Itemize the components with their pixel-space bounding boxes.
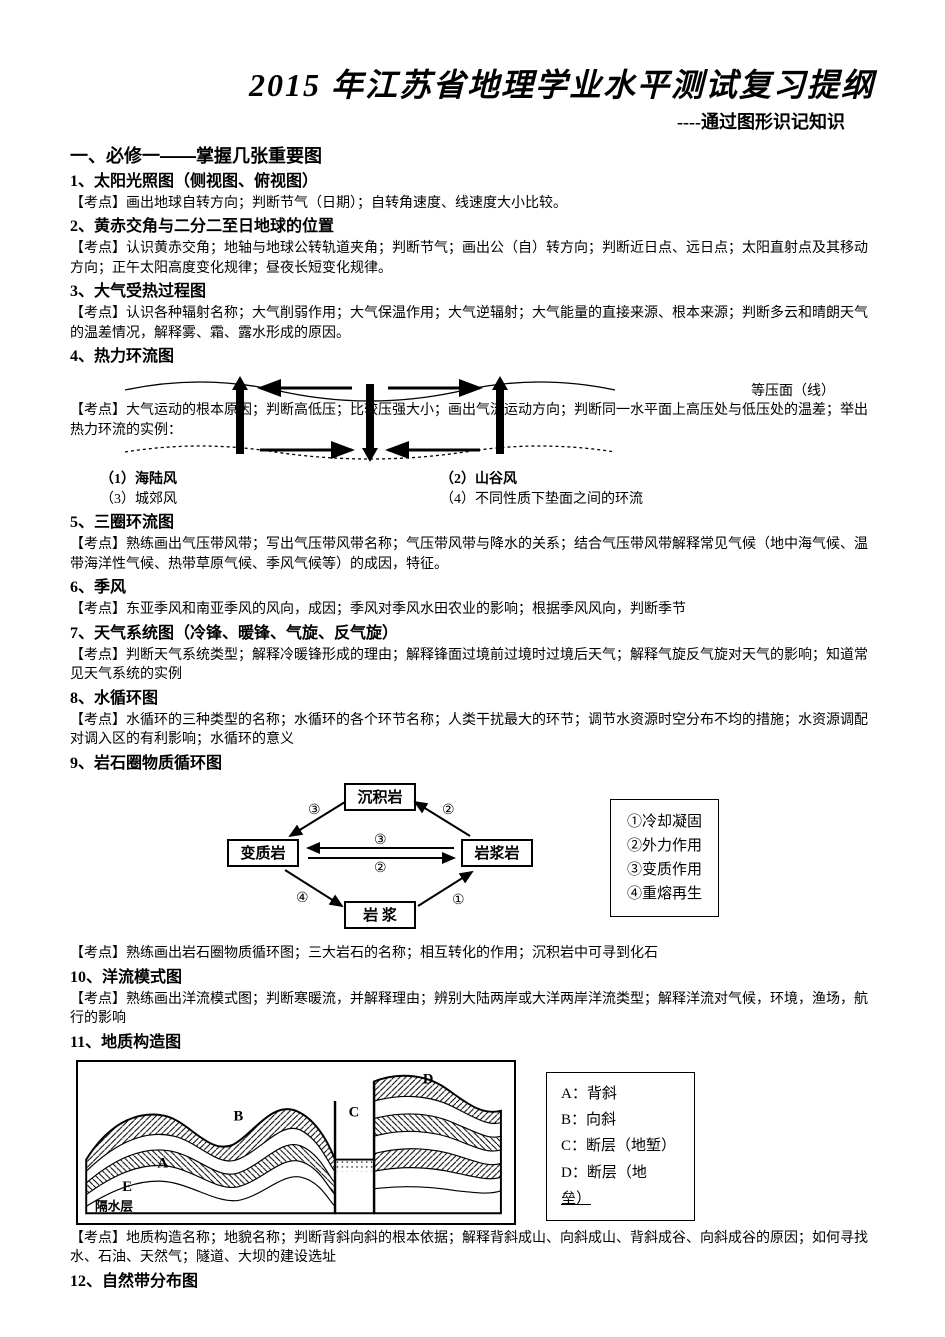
item-6-kaodian: 【考点】东亚季风和南亚季风的风向，成因；季风对季风水田农业的影响；根据季风风向，… bbox=[70, 600, 875, 620]
svg-text:岩 浆: 岩 浆 bbox=[362, 906, 398, 924]
item-8-heading: 8、水循环图 bbox=[70, 689, 875, 710]
legend-3: ③变质作用 bbox=[627, 858, 702, 882]
section-heading: 一、必修一——掌握几张重要图 bbox=[70, 142, 875, 168]
thermal-circulation-diagram: 等压面（线） 【考点】大气运动的根本原因；判断高低压；比较压强大小；画出气流运动… bbox=[70, 372, 875, 468]
svg-text:B: B bbox=[234, 1108, 244, 1124]
rock-cycle-diagram: 沉积岩 变质岩 岩浆岩 岩 浆 ③ ② ④ ① ③ ② ①冷却凝固 ②外力作用 … bbox=[70, 778, 875, 938]
geo-legend-a: A：背斜 bbox=[561, 1081, 676, 1107]
item-9-heading: 9、岩石圈物质循环图 bbox=[70, 754, 875, 775]
legend-4: ④重熔再生 bbox=[627, 882, 702, 906]
legend-2: ②外力作用 bbox=[627, 834, 702, 858]
svg-text:D: D bbox=[423, 1071, 434, 1087]
item-1-heading: 1、太阳光照图（侧视图、俯视图） bbox=[70, 172, 875, 193]
geo-legend-d1: D：断层（地 bbox=[561, 1160, 676, 1186]
svg-text:E: E bbox=[122, 1179, 132, 1195]
svg-text:隔水层: 隔水层 bbox=[95, 1198, 133, 1213]
geo-legend-d2: 垒） bbox=[561, 1186, 676, 1212]
item-2-heading: 2、黄赤交角与二分二至日地球的位置 bbox=[70, 217, 875, 238]
item-2-kaodian: 【考点】认识黄赤交角；地轴与地球公转轨道夹角；判断节气；画出公（自）转方向；判断… bbox=[70, 239, 875, 278]
item-6-heading: 6、季风 bbox=[70, 578, 875, 599]
legend-1: ①冷却凝固 bbox=[627, 810, 702, 834]
page-subtitle: ----通过图形识记知识 bbox=[70, 108, 875, 134]
item-12-heading: 12、自然带分布图 bbox=[70, 1272, 875, 1293]
item-11-kaodian: 【考点】地质构造名称；地貌名称；判断背斜向斜的根本依据；解释背斜成山、向斜成山、… bbox=[70, 1229, 875, 1268]
geo-legend-c: C：断层（地堑） bbox=[561, 1133, 676, 1159]
item-3-heading: 3、大气受热过程图 bbox=[70, 282, 875, 303]
item-4-heading: 4、热力环流图 bbox=[70, 347, 875, 368]
example-4: （4）不同性质下垫面之间的环流 bbox=[440, 490, 875, 510]
item-4-examples-row1: （1）海陆风 （2）山谷风 bbox=[70, 470, 875, 490]
item-11-heading: 11、地质构造图 bbox=[70, 1033, 875, 1054]
svg-text:①: ① bbox=[452, 893, 465, 908]
svg-text:C: C bbox=[349, 1105, 360, 1121]
geology-legend: A：背斜 B：向斜 C：断层（地堑） D：断层（地 垒） bbox=[546, 1072, 695, 1221]
svg-text:变质岩: 变质岩 bbox=[240, 844, 285, 862]
geology-structure-diagram: A B C D E 隔水层 A：背斜 B：向斜 C：断层（地堑） D：断层（地 … bbox=[70, 1060, 875, 1225]
svg-text:A: A bbox=[157, 1155, 168, 1171]
item-9-kaodian: 【考点】熟练画出岩石圈物质循环图；三大岩石的名称；相互转化的作用；沉积岩中可寻到… bbox=[70, 944, 875, 964]
item-8-kaodian: 【考点】水循环的三种类型的名称；水循环的各个环节名称；人类干扰最大的环节；调节水… bbox=[70, 711, 875, 750]
svg-text:沉积岩: 沉积岩 bbox=[357, 788, 402, 806]
svg-text:③: ③ bbox=[308, 803, 321, 818]
item-4-kaodian-line1: 【考点】大气运动的根本原因；判断高低压；比较压强大小；画出气流运动方向；判断同一… bbox=[70, 401, 875, 440]
item-7-heading: 7、天气系统图（冷锋、暖锋、气旋、反气旋） bbox=[70, 624, 875, 645]
example-3: （3）城郊风 bbox=[70, 490, 440, 510]
page-title: 2015 年江苏省地理学业水平测试复习提纲 bbox=[70, 60, 875, 106]
example-2: （2）山谷风 bbox=[440, 472, 517, 487]
item-5-heading: 5、三圈环流图 bbox=[70, 513, 875, 534]
item-4-examples-row2: （3）城郊风 （4）不同性质下垫面之间的环流 bbox=[70, 490, 875, 510]
svg-text:③: ③ bbox=[374, 833, 387, 848]
example-1: （1）海陆风 bbox=[100, 472, 177, 487]
svg-text:②: ② bbox=[374, 861, 387, 876]
item-1-kaodian: 【考点】画出地球自转方向；判断节气（日期）；自转角速度、线速度大小比较。 bbox=[70, 194, 875, 214]
item-5-kaodian: 【考点】熟练画出气压带风带；写出气压带风带名称；气压带风带与降水的关系；结合气压… bbox=[70, 535, 875, 574]
item-10-heading: 10、洋流模式图 bbox=[70, 968, 875, 989]
item-10-kaodian: 【考点】熟练画出洋流模式图；判断寒暖流，并解释理由；辨别大陆两岸或大洋两岸洋流类… bbox=[70, 990, 875, 1029]
geo-legend-b: B：向斜 bbox=[561, 1107, 676, 1133]
svg-text:④: ④ bbox=[296, 891, 309, 906]
svg-text:岩浆岩: 岩浆岩 bbox=[473, 844, 519, 862]
item-7-kaodian: 【考点】判断天气系统类型；解释冷暖锋形成的理由；解释锋面过境前过境时过境后天气；… bbox=[70, 646, 875, 685]
isobar-label: 等压面（线） bbox=[751, 380, 835, 400]
svg-text:②: ② bbox=[442, 803, 455, 818]
rock-cycle-legend: ①冷却凝固 ②外力作用 ③变质作用 ④重熔再生 bbox=[610, 799, 719, 917]
item-3-kaodian: 【考点】认识各种辐射名称；大气削弱作用；大气保温作用；大气逆辐射；大气能量的直接… bbox=[70, 304, 875, 343]
